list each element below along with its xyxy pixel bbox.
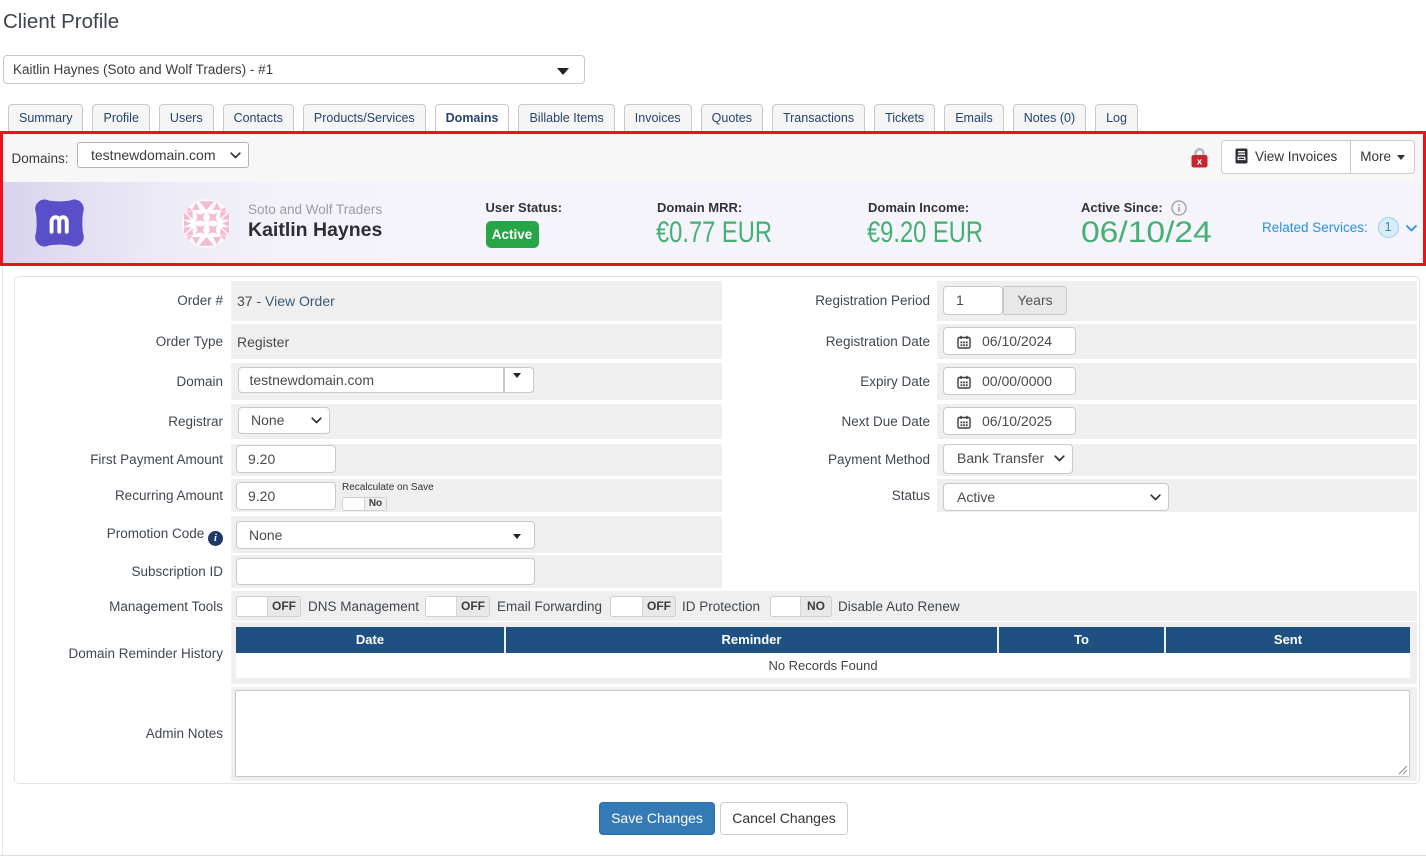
svg-text:x: x — [1196, 157, 1202, 168]
